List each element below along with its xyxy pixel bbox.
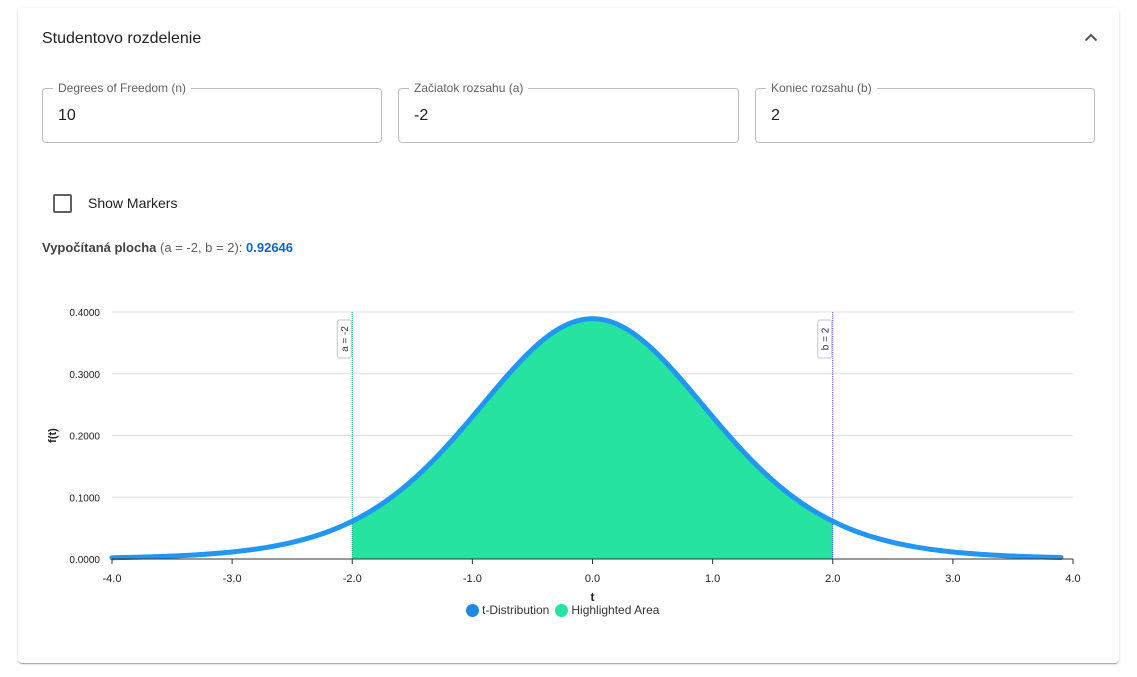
start-input[interactable] [399,89,738,142]
legend-dot-icon [555,603,569,617]
x-tick-label: -2.0 [343,573,362,585]
panel-title: Studentovo rozdelenie [42,30,202,47]
result-params: (a = -2, b = 2): [160,240,243,255]
computed-area: Vypočítaná plocha (a = -2, b = 2): 0.926… [42,240,293,255]
y-tick-label: 0.2000 [69,432,100,443]
checkbox-icon[interactable] [53,193,72,213]
x-tick-label: 2.0 [825,573,840,585]
show-markers-checkbox[interactable]: Show Markers [53,193,177,213]
x-tick-label: 4.0 [1065,573,1080,585]
result-label: Vypočítaná plocha [42,240,157,255]
legend-dot-icon [466,603,479,617]
annotation-label: b = 2 [820,327,831,350]
x-tick-label: -4.0 [103,573,122,585]
annotation-label-box [817,319,833,359]
y-tick-label: 0.4000 [69,308,100,319]
end-field[interactable]: Koniec rozsahu (b) [755,81,1095,143]
end-input[interactable] [756,89,1094,142]
x-tick-label: 0.0 [585,573,600,585]
result-value: 0.92646 [246,240,294,255]
annotation-label: a = -2 [340,326,351,352]
legend-item-t-distribution[interactable]: t-Distribution [466,603,549,617]
legend-label: t-Distribution [482,603,550,617]
annotation-label-box [336,319,352,359]
y-tick-label: 0.1000 [69,493,100,504]
legend-label: Highlighted Area [571,603,660,617]
highlighted-area [352,318,833,559]
y-axis-title: f(t) [47,428,59,443]
dof-input[interactable] [43,89,381,142]
dof-field[interactable]: Degrees of Freedom (n) [42,81,382,143]
start-field[interactable]: Začiatok rozsahu (a) [398,81,739,143]
x-tick-label: -3.0 [223,573,242,585]
chevron-up-icon [1084,33,1098,41]
x-tick-label: -1.0 [463,573,482,585]
x-axis-title: t [591,590,595,604]
y-tick-label: 0.0000 [69,555,100,566]
show-markers-label: Show Markers [88,195,178,211]
y-tick-label: 0.3000 [69,370,100,381]
x-tick-label: 3.0 [945,573,960,585]
chart-legend: t-Distribution Highlighted Area [466,603,665,617]
collapse-button[interactable] [1078,24,1104,50]
x-tick-label: 1.0 [705,573,720,585]
distribution-line [109,316,1064,561]
legend-item-highlighted-area[interactable]: Highlighted Area [555,603,659,617]
